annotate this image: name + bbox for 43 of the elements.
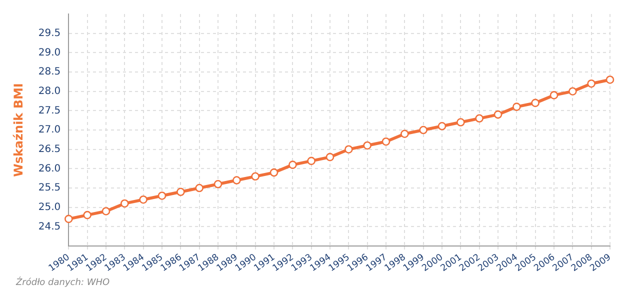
point [120, 199, 129, 208]
y-tick-label: 25.5 [38, 182, 61, 194]
point [214, 180, 222, 188]
y-tick-label: 27.0 [38, 124, 61, 136]
point [606, 76, 614, 84]
y-tick-label: 28.0 [38, 86, 61, 97]
y-axis-title: Wskaźnik BMI [11, 83, 26, 177]
point [587, 79, 596, 88]
point [550, 91, 558, 100]
point [400, 130, 409, 138]
point [512, 102, 521, 111]
point [419, 126, 428, 134]
text: Źródło danych: WHO [16, 278, 110, 288]
point [344, 145, 353, 154]
point [307, 156, 316, 166]
point [456, 118, 465, 126]
y-tick-label: 24.5 [38, 221, 61, 232]
point [475, 114, 484, 123]
point [288, 160, 297, 169]
point [270, 168, 278, 177]
point [176, 188, 185, 196]
point [326, 152, 334, 162]
point [158, 192, 166, 200]
point [139, 195, 148, 204]
point [363, 141, 372, 150]
point [568, 87, 577, 96]
y-tick-label: 27.5 [38, 105, 61, 116]
y-tick-label: 26.0 [38, 163, 61, 174]
point [494, 110, 502, 119]
point [83, 210, 92, 220]
y-tick-label: 28.5 [38, 66, 61, 78]
point [531, 98, 540, 108]
point [102, 207, 110, 216]
point [438, 122, 446, 130]
point [251, 172, 260, 181]
y-tick-label: 25.0 [38, 202, 61, 213]
y-tick-label: 29.0 [38, 47, 61, 58]
point [382, 137, 390, 146]
point [64, 214, 73, 224]
point [195, 184, 204, 192]
y-tick-label: 26.5 [38, 144, 61, 155]
point [232, 176, 241, 184]
y-tick-label: 29.5 [38, 28, 61, 39]
